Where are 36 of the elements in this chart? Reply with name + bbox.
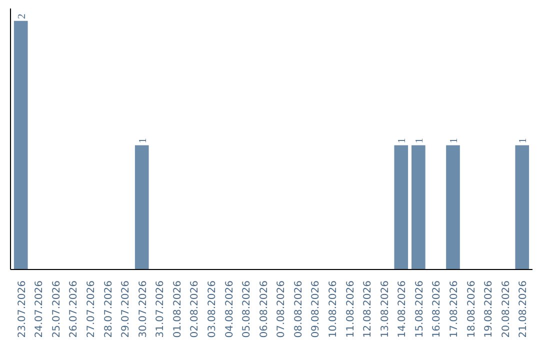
x-tick-label: 18.08.2026 [466, 280, 478, 338]
data-label: 2 [16, 14, 28, 19]
x-tick-label: 15.08.2026 [414, 280, 426, 338]
x-tick-label: 31.07.2026 [155, 280, 166, 338]
x-tick-label: 29.07.2026 [120, 280, 132, 338]
x-tick-label: 12.08.2026 [362, 280, 374, 338]
x-tick-label: 09.08.2026 [310, 280, 322, 338]
x-tick-label: 26.07.2026 [68, 280, 80, 338]
x-tick-label: 17.08.2026 [448, 280, 460, 338]
data-label: 1 [397, 138, 408, 144]
x-tick-label: 13.08.2026 [380, 280, 391, 338]
x-tick-label: 07.08.2026 [276, 280, 288, 338]
data-label: 1 [448, 138, 460, 144]
x-tick-label: 30.07.2026 [138, 280, 149, 338]
x-tick-label: 24.07.2026 [34, 280, 46, 338]
data-label: 1 [518, 138, 530, 144]
x-tick-label: 10.08.2026 [328, 280, 339, 338]
x-tick-label: 03.08.2026 [207, 280, 218, 338]
x-tick-label: 11.08.2026 [345, 280, 356, 338]
x-tick-label: 28.07.2026 [103, 280, 114, 338]
x-tick-label: 27.07.2026 [86, 280, 98, 338]
x-tick-label: 04.08.2026 [224, 280, 236, 338]
x-tick-label: 08.08.2026 [293, 280, 304, 338]
data-label: 1 [138, 138, 149, 144]
x-tick-label: 23.07.2026 [16, 280, 28, 338]
x-tick-label: 14.08.2026 [397, 280, 408, 338]
x-tick-label: 21.08.2026 [518, 280, 530, 338]
x-tick-label: 25.07.2026 [51, 280, 62, 338]
x-tick-label: 16.08.2026 [432, 280, 443, 338]
x-tick-label: 05.08.2026 [242, 280, 253, 338]
x-tick-label: 02.08.2026 [190, 280, 201, 338]
data-label: 1 [414, 138, 426, 144]
x-tick-label: 20.08.2026 [500, 280, 512, 338]
x-tick-label: 01.08.2026 [172, 280, 184, 338]
x-tick-label: 06.08.2026 [258, 280, 270, 338]
x-tick-label: 19.08.2026 [484, 280, 495, 338]
